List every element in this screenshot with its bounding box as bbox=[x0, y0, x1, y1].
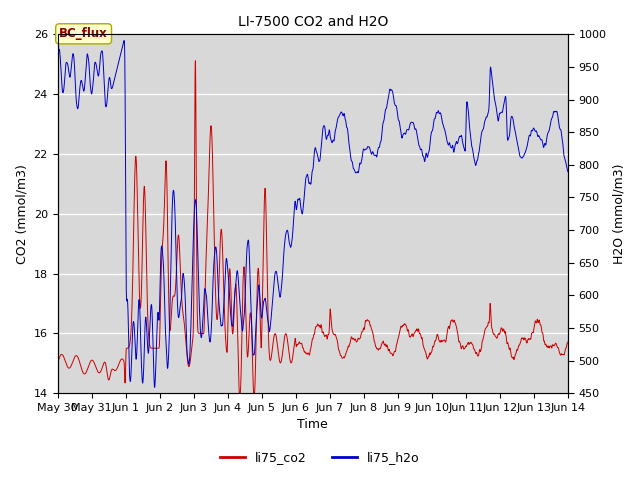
li75_co2 bbox=[272, 332, 280, 337]
li75_h2o bbox=[554, 117, 562, 122]
li75_h2o bbox=[54, 55, 61, 61]
li75_co2 bbox=[554, 345, 562, 351]
li75_h2o bbox=[150, 384, 158, 390]
X-axis label: Time: Time bbox=[298, 419, 328, 432]
li75_co2 bbox=[499, 326, 507, 332]
li75_h2o bbox=[272, 269, 280, 275]
Legend: li75_co2, li75_h2o: li75_co2, li75_h2o bbox=[215, 446, 425, 469]
Line: li75_h2o: li75_h2o bbox=[58, 40, 568, 387]
Text: BC_flux: BC_flux bbox=[60, 27, 108, 40]
li75_co2 bbox=[54, 360, 61, 365]
Line: li75_co2: li75_co2 bbox=[58, 61, 568, 393]
Y-axis label: H2O (mmol/m3): H2O (mmol/m3) bbox=[612, 164, 625, 264]
Title: LI-7500 CO2 and H2O: LI-7500 CO2 and H2O bbox=[237, 15, 388, 29]
li75_h2o bbox=[250, 352, 257, 358]
li75_h2o bbox=[142, 318, 150, 324]
li75_co2 bbox=[250, 390, 257, 396]
li75_h2o bbox=[112, 71, 120, 77]
li75_h2o bbox=[499, 104, 507, 110]
li75_co2 bbox=[191, 58, 199, 64]
li75_co2 bbox=[564, 339, 572, 345]
li75_co2 bbox=[112, 368, 120, 373]
li75_h2o bbox=[120, 37, 128, 43]
li75_h2o bbox=[564, 169, 572, 175]
li75_co2 bbox=[236, 390, 243, 396]
Y-axis label: CO2 (mmol/m3): CO2 (mmol/m3) bbox=[15, 164, 28, 264]
li75_co2 bbox=[142, 239, 150, 245]
